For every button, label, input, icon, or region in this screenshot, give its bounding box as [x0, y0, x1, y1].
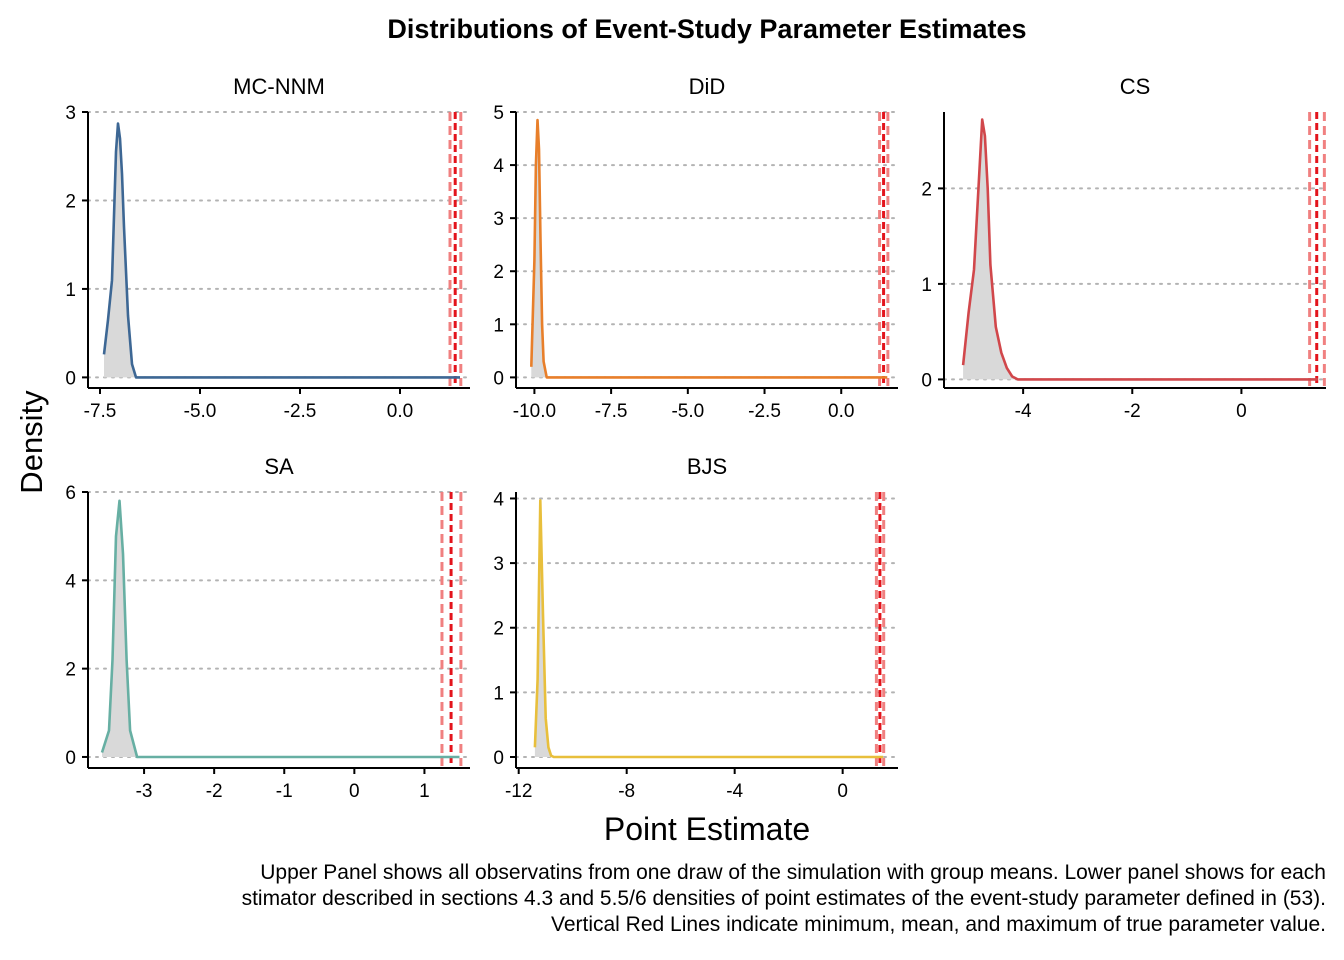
y-tick-label: 0 — [921, 370, 932, 391]
density-line — [533, 499, 884, 759]
y-tick-label: 0 — [493, 748, 504, 769]
y-tick-label: 1 — [921, 275, 932, 296]
y-tick-label: 2 — [921, 179, 932, 200]
panel-title: DiD — [689, 74, 726, 99]
density-line — [961, 118, 1318, 381]
x-tick-label: -10.0 — [513, 401, 556, 422]
y-tick-label: 4 — [493, 156, 504, 177]
y-tick-label: 1 — [65, 280, 76, 301]
panel-mc-nnm: MC-NNM 0 1 2 3 -7.5 -5.0 -2.5 0.0 — [65, 74, 471, 422]
panel-cs: CS 0 1 2 -4 -2 0 — [921, 74, 1327, 422]
y-tick-label: 4 — [493, 489, 504, 510]
x-tick-label: -7.5 — [595, 401, 628, 422]
panel-title: BJS — [687, 454, 727, 479]
x-tick-label: -2.5 — [284, 401, 317, 422]
x-tick-label: 1 — [419, 781, 430, 802]
y-tick-label: 4 — [65, 571, 76, 592]
y-tick-label: 0 — [65, 368, 76, 389]
x-tick-label: -5.0 — [184, 401, 217, 422]
y-tick-label: 3 — [65, 103, 76, 124]
panel-sa: SA 0 2 4 6 -3 -2 -1 0 1 — [65, 454, 471, 802]
x-axis-label: Point Estimate — [604, 811, 810, 847]
panel-title: SA — [264, 454, 294, 479]
panel-title: MC-NNM — [233, 74, 325, 99]
y-tick-label: 6 — [65, 483, 76, 504]
y-tick-label: 2 — [65, 660, 76, 681]
y-tick-label: 3 — [493, 209, 504, 230]
x-tick-label: -4 — [1015, 401, 1032, 422]
density-area — [102, 500, 460, 757]
caption-line-3: Vertical Red Lines indicate minimum, mea… — [550, 913, 1326, 936]
caption-line-1: Upper Panel shows all observatins from o… — [260, 861, 1326, 884]
y-tick-label: 1 — [493, 683, 504, 704]
chart-title: Distributions of Event-Study Parameter E… — [387, 14, 1026, 44]
panel-did: DiD 0 1 2 3 4 5 -10.0 -7.5 -5.0 -2.5 0.0 — [493, 74, 899, 422]
x-tick-label: -2 — [206, 781, 223, 802]
density-area — [531, 120, 888, 378]
x-tick-label: -12 — [505, 781, 532, 802]
x-tick-label: -7.5 — [84, 401, 117, 422]
x-tick-label: 0 — [837, 781, 848, 802]
caption-line-2: stimator described in sections 4.3 and 5… — [241, 887, 1326, 910]
y-tick-label: 5 — [493, 103, 504, 124]
x-tick-label: -2.5 — [748, 401, 781, 422]
x-tick-label: 0.0 — [828, 401, 854, 422]
x-tick-label: 0 — [1236, 401, 1247, 422]
figure-caption: Upper Panel shows all observatins from o… — [0, 860, 1326, 938]
y-tick-label: 3 — [493, 554, 504, 575]
density-line — [100, 499, 460, 759]
y-tick-label: 2 — [65, 191, 76, 212]
panel-bjs: BJS 0 1 2 3 4 -12 -8 -4 0 — [493, 454, 899, 802]
density-area — [104, 123, 460, 378]
x-tick-label: 0.0 — [387, 401, 413, 422]
x-tick-label: -4 — [726, 781, 743, 802]
density-line — [102, 122, 460, 379]
x-tick-label: 0 — [349, 781, 360, 802]
y-tick-label: 0 — [65, 748, 76, 769]
y-tick-label: 0 — [493, 368, 504, 389]
density-area — [963, 119, 1318, 380]
x-tick-label: -2 — [1124, 401, 1141, 422]
x-tick-label: -3 — [136, 781, 153, 802]
y-axis-label: Density — [14, 390, 49, 494]
density-line — [530, 118, 888, 379]
x-tick-label: -1 — [276, 781, 293, 802]
x-tick-label: -8 — [618, 781, 635, 802]
y-tick-label: 1 — [493, 315, 504, 336]
y-tick-label: 2 — [493, 262, 504, 283]
panel-title: CS — [1120, 74, 1151, 99]
y-tick-label: 2 — [493, 619, 504, 640]
x-tick-label: -5.0 — [671, 401, 704, 422]
